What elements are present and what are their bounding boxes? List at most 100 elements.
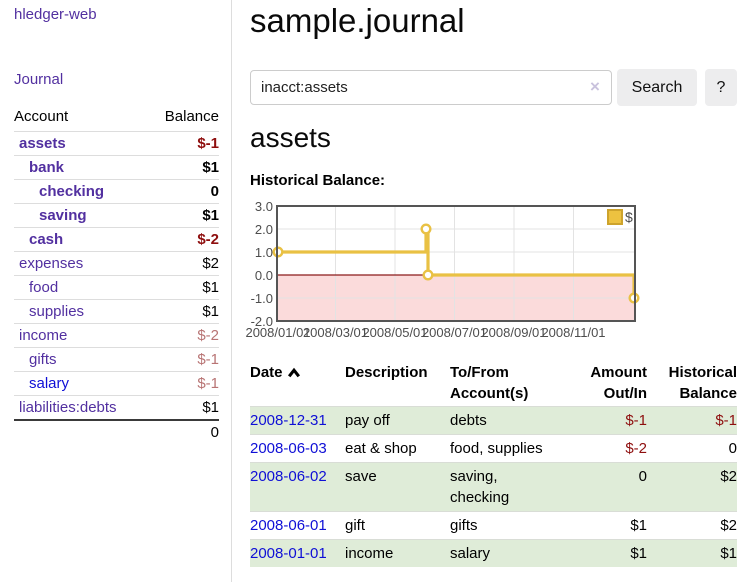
transaction-description: income	[345, 539, 450, 567]
chart-x-axis: 2008/01/01 2008/03/01 2008/05/01 2008/07…	[246, 325, 606, 340]
account-balance: $1	[148, 155, 219, 180]
register-header-amount: Amount Out/In	[590, 364, 647, 402]
register-row: 2008-12-31 pay off debts $-1 $-1	[250, 406, 737, 435]
transaction-accounts: saving, checking	[450, 462, 565, 512]
help-button[interactable]: ?	[705, 69, 737, 106]
account-link-bank[interactable]: bank	[29, 159, 65, 176]
account-link-food[interactable]: food	[29, 279, 59, 296]
accounts-total-value: 0	[148, 419, 219, 444]
transaction-balance: $-1	[647, 406, 737, 435]
historical-balance-chart: $ 3.0 2.0 1.0 0.0 -1.0 -2.0 2008/01/01 2…	[246, 201, 640, 340]
account-row: income $-2	[14, 323, 219, 348]
account-row: food $1	[14, 275, 219, 300]
register-row: 2008-06-02 save saving, checking 0 $2	[250, 462, 737, 512]
search-input[interactable]	[250, 70, 612, 105]
register-header-balance: Historical Balance	[668, 364, 737, 402]
transaction-description: eat & shop	[345, 434, 450, 463]
x-tick: 2008/01/01	[246, 325, 311, 340]
x-tick: 2008/11/01	[541, 325, 605, 340]
accounts-header-account: Account	[14, 108, 69, 125]
sidebar-item-journal[interactable]: Journal	[14, 71, 64, 88]
date-header-label: Date	[250, 364, 283, 381]
account-link-salary[interactable]: salary	[29, 375, 70, 392]
x-tick: 2008/07/01	[422, 325, 487, 340]
clear-search-icon[interactable]: ×	[590, 77, 600, 96]
transaction-balance: $2	[647, 511, 737, 540]
chart-title: Historical Balance:	[250, 172, 386, 189]
register-row: 2008-06-03 eat & shop food, supplies $-2…	[250, 434, 737, 463]
account-row: bank $1	[14, 155, 219, 180]
sidebar: hledger-web Journal Account Balance asse…	[0, 0, 232, 582]
account-row: cash $-2	[14, 227, 219, 252]
chart-border	[276, 205, 636, 322]
transaction-date-link[interactable]: 2008-12-31	[250, 412, 327, 429]
account-balance: $1	[148, 395, 219, 420]
page-title: sample.journal	[250, 2, 465, 39]
account-balance: $-2	[148, 323, 219, 348]
account-link-gifts[interactable]: gifts	[29, 351, 57, 368]
transaction-description: gift	[345, 511, 450, 540]
transaction-accounts: salary	[450, 539, 565, 567]
chart-y-axis: 3.0 2.0 1.0 0.0 -1.0 -2.0	[251, 201, 273, 329]
account-balance: $1	[148, 203, 219, 228]
account-balance: $-1	[148, 347, 219, 372]
x-tick: 2008/09/01	[481, 325, 546, 340]
account-link-income[interactable]: income	[19, 327, 68, 344]
account-row: salary $-1	[14, 371, 219, 396]
y-tick: 0.0	[255, 268, 273, 283]
y-tick: 3.0	[255, 201, 273, 214]
account-row: saving $1	[14, 203, 219, 228]
data-point-2008-06-01	[420, 223, 432, 235]
register-header-description: Description	[345, 364, 428, 381]
app-brand-link[interactable]: hledger-web	[14, 6, 97, 23]
y-tick: -2.0	[251, 314, 273, 329]
transaction-accounts: food, supplies	[450, 434, 565, 463]
transaction-date-link[interactable]: 2008-06-01	[250, 517, 327, 534]
y-tick: 2.0	[255, 222, 273, 237]
transaction-amount: $1	[565, 539, 647, 567]
y-tick: -1.0	[251, 291, 273, 306]
accounts-table: Account Balance assets $-1 bank $1 check…	[14, 106, 219, 444]
transaction-accounts: gifts	[450, 511, 565, 540]
account-balance: $-1	[148, 131, 219, 156]
account-balance: $-2	[148, 227, 219, 252]
transaction-description: save	[345, 462, 450, 512]
account-link-assets[interactable]: assets	[19, 135, 66, 152]
transaction-date-link[interactable]: 2008-01-01	[250, 545, 327, 562]
account-link-checking[interactable]: checking	[39, 183, 105, 200]
account-balance: $2	[148, 251, 219, 276]
transaction-amount: $-2	[565, 434, 647, 463]
account-link-saving[interactable]: saving	[39, 207, 87, 224]
account-balance: $-1	[148, 371, 219, 396]
register-header-row: Date Description To/From Account(s) Amou…	[250, 360, 737, 407]
account-heading: assets	[250, 122, 331, 153]
transaction-balance: 0	[647, 434, 737, 463]
sort-ascending-icon	[287, 363, 301, 384]
x-tick: 2008/05/01	[362, 325, 427, 340]
account-link-liabilities-debts[interactable]: liabilities:debts	[19, 399, 117, 416]
transaction-accounts: debts	[450, 406, 565, 435]
accounts-header-balance: Balance	[164, 108, 219, 125]
account-balance: 0	[148, 179, 219, 204]
legend-label: $	[625, 209, 633, 225]
account-row: expenses $2	[14, 251, 219, 276]
transaction-amount: $1	[565, 511, 647, 540]
register-row: 2008-01-01 income salary $1 $1	[250, 539, 737, 567]
transaction-date-link[interactable]: 2008-06-02	[250, 468, 327, 485]
transaction-balance: $1	[647, 539, 737, 567]
account-link-cash[interactable]: cash	[29, 231, 64, 248]
transaction-date-link[interactable]: 2008-06-03	[250, 440, 327, 457]
account-row: liabilities:debts $1	[14, 395, 219, 420]
accounts-total-row: 0	[14, 419, 219, 444]
register-row: 2008-06-01 gift gifts $1 $2	[250, 511, 737, 540]
account-link-expenses[interactable]: expenses	[19, 255, 84, 272]
account-row: assets $-1	[14, 131, 219, 156]
transaction-description: pay off	[345, 406, 450, 435]
search-button[interactable]: Search	[617, 69, 697, 106]
account-balance: $1	[148, 275, 219, 300]
account-row: gifts $-1	[14, 347, 219, 372]
transaction-amount: 0	[565, 462, 647, 512]
chart-legend: $	[607, 209, 633, 225]
account-link-supplies[interactable]: supplies	[29, 303, 85, 320]
register-table: Date Description To/From Account(s) Amou…	[250, 360, 737, 567]
